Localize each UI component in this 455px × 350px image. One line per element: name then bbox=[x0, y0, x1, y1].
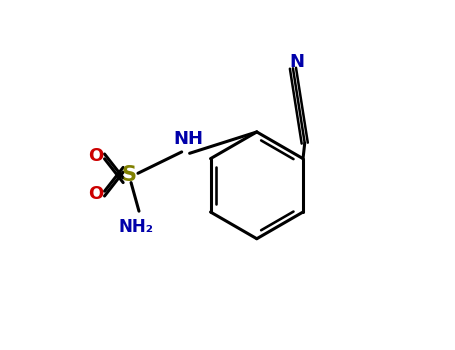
Text: N: N bbox=[289, 53, 304, 71]
Text: O: O bbox=[88, 185, 103, 203]
Text: NH: NH bbox=[173, 130, 203, 148]
Text: S: S bbox=[122, 165, 137, 185]
Text: NH₂: NH₂ bbox=[119, 218, 154, 236]
Text: O: O bbox=[88, 147, 103, 165]
